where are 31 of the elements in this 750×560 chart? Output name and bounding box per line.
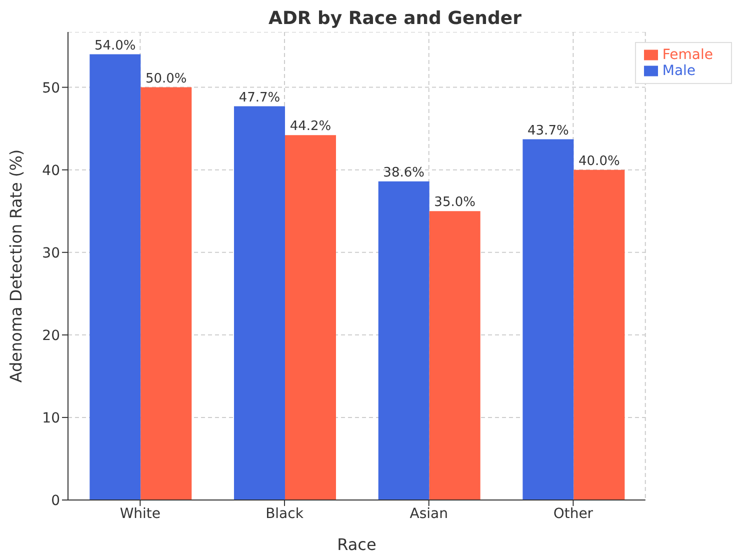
x-axis-title: Race: [337, 535, 376, 554]
data-label: 40.0%: [578, 154, 620, 169]
legend-label: Male: [662, 63, 696, 79]
bar: [284, 135, 336, 500]
legend-label: Female: [662, 47, 713, 63]
y-tick-label: 0: [51, 492, 60, 509]
data-label: 38.6%: [383, 165, 424, 180]
x-tick-label: White: [120, 506, 161, 522]
data-label: 44.2%: [290, 119, 332, 134]
y-tick-label: 20: [42, 328, 60, 344]
y-tick-label: 30: [42, 245, 60, 262]
y-tick-label: 40: [42, 162, 60, 179]
data-label: 54.0%: [94, 38, 136, 54]
bar: [140, 87, 192, 500]
data-label: 35.0%: [434, 195, 476, 210]
bar: [522, 139, 574, 500]
bar: [90, 54, 141, 500]
y-tick-label: 10: [42, 410, 60, 426]
bar: [429, 211, 480, 500]
chart-title: ADR by Race and Gender: [268, 8, 522, 31]
x-tick-label: Black: [266, 506, 304, 522]
y-tick-label: 50: [42, 80, 60, 96]
x-tick-label: Other: [553, 506, 594, 522]
bar: [378, 181, 430, 500]
x-tick-label: Asian: [410, 506, 448, 522]
data-label: 43.7%: [528, 123, 569, 138]
data-label: 47.7%: [238, 90, 280, 106]
bar: [574, 170, 625, 500]
y-axis-title: Adenoma Detection Rate (%): [6, 149, 26, 383]
bar: [234, 106, 285, 500]
data-label: 50.0%: [145, 71, 187, 86]
